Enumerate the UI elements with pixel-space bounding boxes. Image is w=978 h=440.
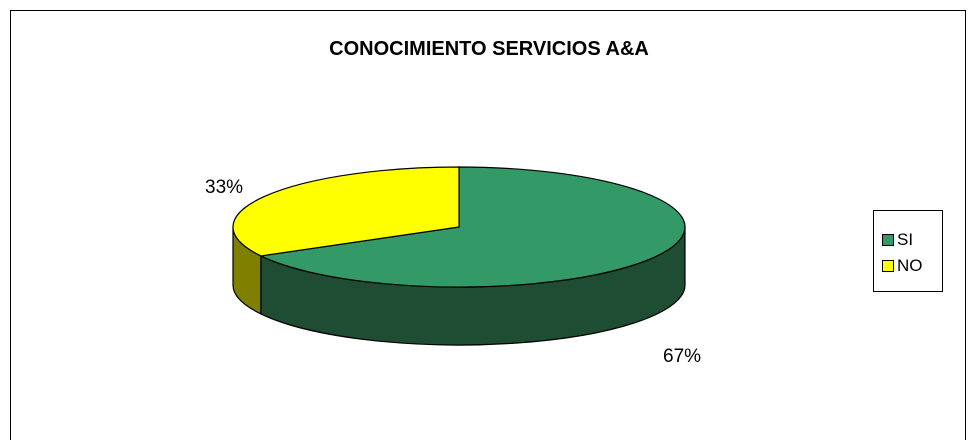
legend-item-si: SI (882, 227, 942, 253)
legend: SI NO (873, 210, 943, 292)
legend-label-no: NO (897, 256, 923, 276)
legend-swatch-si (882, 234, 894, 246)
legend-swatch-no (882, 260, 894, 272)
pie-label-no: 33% (205, 177, 243, 198)
legend-label-si: SI (897, 230, 913, 250)
legend-item-no: NO (882, 253, 942, 279)
pie-label-si: 67% (663, 346, 701, 367)
